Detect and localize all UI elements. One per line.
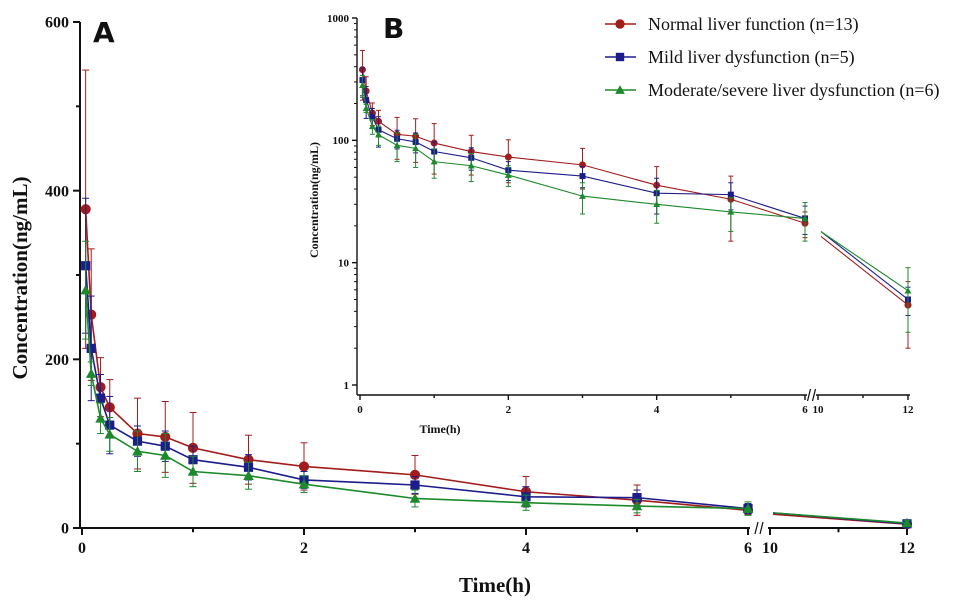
data-point [742, 503, 754, 513]
data-point [579, 192, 586, 199]
x-tick-label: 12 [899, 540, 915, 557]
x-tick-label: 6 [802, 404, 808, 416]
panel-b-y-axis-title: Concentration(ng/mL) [307, 142, 321, 258]
data-point [187, 466, 199, 476]
data-point [631, 500, 643, 511]
data-point [368, 122, 376, 130]
y-tick-label: 200 [45, 352, 69, 369]
legend: Normal liver function (n=13) Mild liver d… [605, 14, 940, 101]
data-point [132, 445, 143, 456]
x-tick-label: 0 [357, 404, 363, 416]
data-point [410, 480, 420, 490]
data-point [298, 461, 310, 472]
data-point [504, 171, 512, 178]
data-point [467, 162, 475, 169]
data-point [362, 104, 370, 111]
panel-b: 1 10 100 1000 0 2 4 6 10 12 Time(h) Concentration(n… [307, 12, 914, 436]
data-point [363, 97, 370, 104]
data-point [159, 450, 171, 460]
y-tick-label: 10 [338, 258, 350, 270]
axis-break-mark [754, 521, 759, 535]
legend-item: Moderate/severe liver dysfunction (n=6) [605, 80, 940, 101]
data-point [430, 158, 438, 165]
x-tick-label: 10 [762, 540, 778, 557]
x-tick-label: 2 [300, 540, 308, 557]
legend-label: Moderate/severe liver dysfunction (n=6) [648, 80, 940, 101]
x-tick-label: 2 [506, 404, 512, 416]
legend-marker [615, 52, 625, 62]
data-point [632, 493, 642, 503]
legend-item: Mild liver dysfunction (n=5) [605, 47, 855, 68]
data-point [901, 517, 913, 528]
series-0-line [84, 209, 749, 512]
series-0-line-tail [820, 236, 909, 306]
axis-break-mark [811, 388, 817, 402]
axis-break-mark [759, 521, 764, 535]
data-point [375, 131, 382, 138]
panel-a-y-axis-title: Concentration(ng/mL) [8, 177, 32, 380]
data-point [653, 200, 661, 208]
panel-b-x-axis-title: Time(h) [419, 422, 460, 436]
axis-break-mark [806, 388, 812, 402]
series-1 [359, 67, 911, 316]
panel-b-label: B [383, 12, 404, 45]
data-point [520, 497, 532, 507]
series-0 [80, 69, 913, 530]
data-point [801, 214, 809, 222]
legend-marker [615, 19, 625, 29]
x-tick-label: 6 [744, 540, 752, 557]
y-tick-label: 400 [45, 183, 69, 200]
x-tick-label: 0 [78, 540, 86, 557]
y-tick-label: 600 [45, 15, 69, 32]
series-2-line-tail [772, 512, 908, 524]
legend-label: Normal liver function (n=13) [648, 14, 859, 35]
y-tick-label: 0 [61, 521, 69, 538]
series-2-line-tail [820, 231, 909, 292]
data-point [409, 493, 421, 503]
data-point [393, 141, 401, 149]
series-2 [358, 74, 912, 333]
series-1-line-tail [820, 231, 909, 300]
panel-a-x-axis-title: Time(h) [459, 573, 531, 597]
data-point [579, 173, 586, 180]
y-tick-label: 1 [344, 380, 350, 392]
y-tick-label: 1000 [327, 13, 350, 25]
x-tick-label: 4 [654, 404, 660, 416]
data-point [95, 393, 106, 403]
x-tick-label: 4 [522, 540, 530, 557]
data-point [358, 81, 366, 89]
y-tick-label: 100 [333, 135, 350, 147]
data-point [298, 478, 310, 489]
data-point [369, 114, 376, 121]
panel-a-label: A [93, 16, 115, 49]
data-point [85, 368, 97, 378]
data-point [504, 153, 512, 161]
legend-marker [615, 85, 625, 94]
legend-item: Normal liver function (n=13) [605, 14, 859, 35]
data-point [95, 413, 106, 423]
legend-label: Mild liver dysfunction (n=5) [648, 47, 855, 68]
data-point [80, 284, 91, 295]
data-point [727, 208, 735, 215]
x-tick-label: 10 [813, 404, 825, 416]
data-point [412, 144, 420, 152]
data-point [727, 191, 734, 198]
data-point [104, 429, 116, 439]
data-point [904, 287, 912, 294]
series-1 [81, 197, 912, 529]
data-point [86, 343, 96, 353]
data-point [243, 470, 254, 480]
series-2 [80, 240, 913, 528]
x-tick-label: 12 [903, 404, 915, 416]
